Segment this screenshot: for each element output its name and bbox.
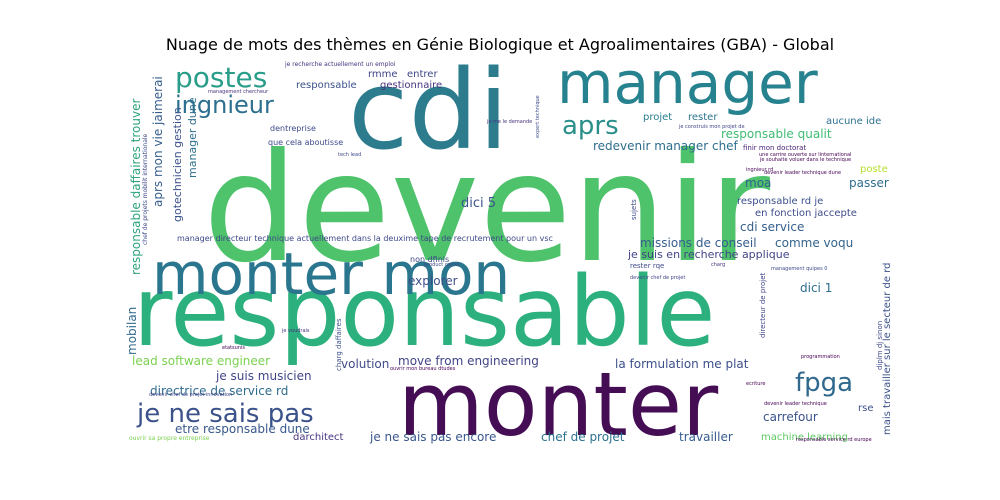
word-40: en fonction jaccepte — [755, 208, 857, 219]
word-26: comme voqu — [775, 236, 853, 250]
word-82: responsable service rd europe — [796, 437, 872, 443]
word-55: finir mon doctorat — [743, 144, 806, 152]
word-51: gotechnicien gestion — [171, 107, 184, 222]
word-22: volution — [341, 357, 389, 371]
word-50: aprs mon vie jaimerai — [151, 76, 165, 207]
word-67: tech lead — [338, 152, 361, 158]
word-43: machine learning — [761, 432, 848, 443]
word-12: cdi service — [740, 220, 804, 234]
word-39: responsable rd je — [737, 196, 823, 207]
word-17: je ne sais pas encore — [369, 430, 496, 444]
word-11: dici 5 — [461, 196, 496, 211]
word-49: responsable daffaires trouver — [129, 99, 143, 275]
word-48: mobilan — [125, 307, 139, 355]
word-41: je suis en recherche applique — [627, 248, 790, 261]
word-34: rester — [688, 112, 718, 123]
word-30: gestionnaire — [380, 80, 442, 91]
word-36: moa — [745, 176, 771, 190]
word-20: etre responsable dune — [175, 422, 310, 436]
words-layer: devenirresponsablecdimontermanagermonter… — [125, 46, 893, 456]
word-71: product owner — [424, 262, 461, 268]
word-13: explorer — [408, 274, 458, 288]
word-31: rmme — [368, 69, 398, 80]
word-63: management chercheur — [208, 89, 269, 95]
word-52: manager dune — [186, 97, 199, 178]
word-84: charg — [711, 262, 725, 268]
word-33: projet — [643, 112, 672, 123]
word-4: manager — [557, 49, 818, 117]
word-80: devenir leader technique — [764, 401, 827, 407]
word-66: je me le demande — [486, 119, 532, 125]
word-78: ouvrir mon bureau dtudes — [390, 366, 456, 372]
word-64: expert technique — [535, 95, 541, 138]
word-74: devenir chef de projet — [630, 275, 685, 281]
word-70: devenir leader technique dune — [764, 170, 841, 176]
word-56: mais travailler sur le secteur de rd — [882, 263, 893, 436]
word-23: je suis musicien — [215, 369, 312, 383]
word-35: aucune ide — [826, 116, 881, 127]
word-58: charg daffaires — [335, 318, 343, 371]
word-6: je ne sais pas — [136, 399, 314, 429]
cloud-background — [126, 60, 896, 445]
word-44: darchitect — [293, 432, 344, 443]
word-14: carrefour — [763, 410, 818, 424]
word-77: programmation — [801, 354, 840, 360]
word-76: etatsunis — [222, 345, 245, 351]
word-72: rester rqe — [630, 262, 664, 270]
word-60: chef de projets mobilit internationale — [142, 133, 149, 245]
word-10: ingnieur — [175, 91, 274, 119]
word-45: rse — [858, 403, 873, 414]
word-85: ecriture — [746, 381, 765, 387]
word-62: je recherche actuellement un emploi — [284, 61, 396, 68]
chart-title: Nuage de mots des thèmes en Génie Biolog… — [165, 35, 835, 54]
word-79: devenir chef de projet innovation — [149, 392, 232, 398]
word-15: move from engineering — [398, 354, 539, 368]
word-47: non dfinis — [410, 255, 449, 264]
word-61: sujets — [630, 199, 638, 220]
word-69: je souhaite voluer dans le technique — [759, 157, 851, 163]
word-46: poste — [860, 164, 888, 175]
word-7: postes — [175, 61, 267, 94]
word-83: ingnieur rd — [746, 167, 773, 173]
word-32: entrer — [407, 69, 438, 80]
word-53: que cela aboutisse — [268, 138, 343, 147]
word-57: diplm dj sinon — [876, 321, 884, 370]
word-73: management quipes 0 — [771, 266, 827, 272]
word-42: manager directeur technique actuellement… — [177, 234, 553, 243]
word-5: monter mon — [152, 240, 510, 308]
word-2: cdi — [348, 46, 509, 174]
word-24: lead software engineer — [132, 354, 270, 368]
word-29: responsable — [296, 80, 357, 91]
word-8: fpga — [795, 368, 853, 398]
word-28: responsable qualit — [721, 127, 832, 141]
word-68: une carrire ouverte sur linternational — [759, 152, 851, 158]
word-1: responsable — [133, 256, 715, 368]
word-38: dici 1 — [800, 281, 832, 295]
word-37: passer — [849, 176, 889, 190]
word-3: monter — [398, 353, 719, 456]
word-16: la formulation me plat — [615, 357, 749, 371]
word-9: aprs — [562, 111, 619, 141]
word-81: ouvrir sa propre entreprise — [129, 435, 210, 442]
word-65: je construis mon projet de — [678, 124, 745, 130]
word-27: redevenir manager chef — [593, 139, 739, 153]
word-75: je voudrais — [281, 328, 310, 334]
word-18: chef de projet — [541, 430, 625, 444]
word-25: missions de conseil — [640, 236, 757, 250]
word-19: travailler — [679, 430, 733, 444]
word-21: directrice de service rd — [150, 384, 288, 398]
word-59: directeur de projet — [759, 272, 767, 338]
word-54: dentreprise — [270, 124, 316, 133]
word-0: devenir — [203, 122, 770, 296]
